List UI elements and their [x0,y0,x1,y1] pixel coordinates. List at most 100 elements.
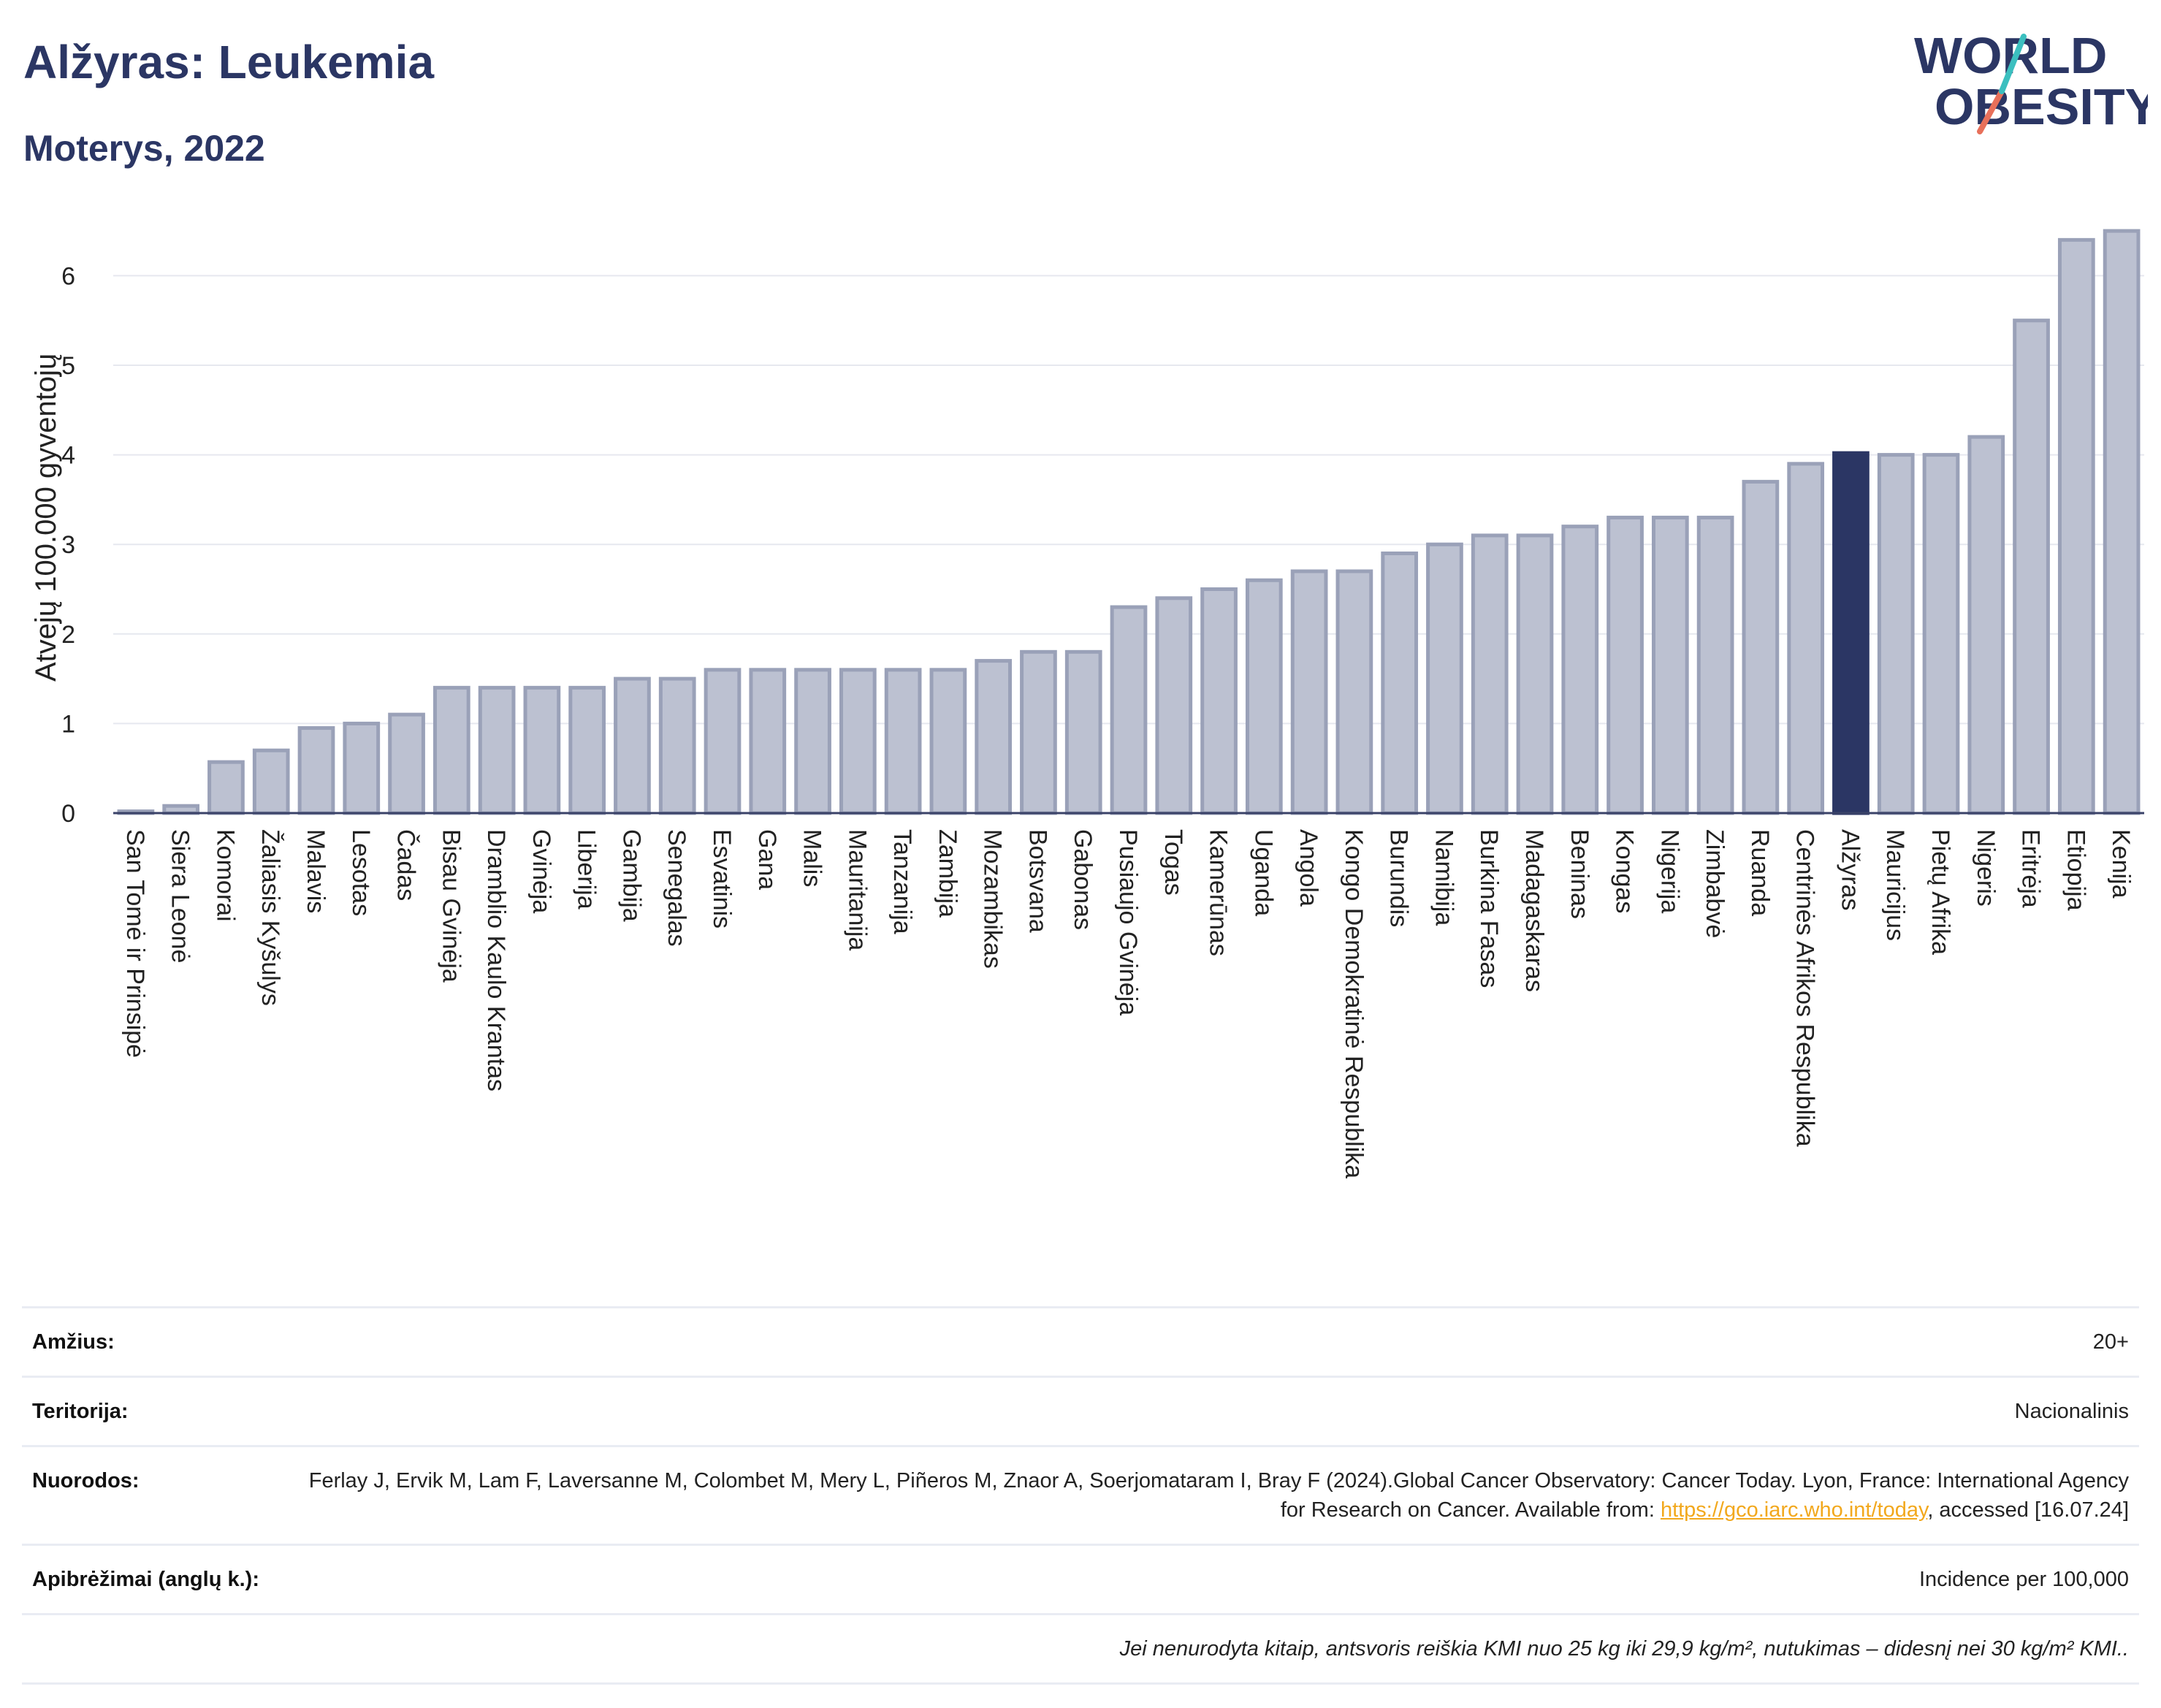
age-label: Amžius: [32,1330,115,1354]
x-tick-label: Siera Leonė [167,829,194,963]
world-obesity-logo: WORLD OBESITY [1914,27,2148,135]
bar [1922,453,1960,815]
bar [1696,515,1734,815]
y-axis-label: Atvejų 100.000 gyventojų [30,354,62,682]
references-text: Ferlay J, Ervik M, Lam F, Laversanne M, … [308,1469,2129,1522]
references-label: Nuorodos: [32,1469,140,1492]
territory-label: Teritorija: [32,1400,129,1423]
x-tick-label: Malavis [302,829,329,913]
x-tick-label: Burkina Fasas [1475,829,1503,988]
bar [975,659,1013,815]
x-tick-label: Liberija [573,829,601,910]
x-tick-label: Kongo Demokratinė Respublika [1340,829,1368,1178]
x-tick-label: Kamerūnas [1205,829,1232,956]
bar [432,685,470,815]
x-tick-label: Pusiaujo Gvinėja [1114,829,1142,1015]
bar [1381,551,1419,815]
x-tick-label: Gana [753,829,781,890]
info-row-definitions: Apibrėžimai (anglų k.): Incidence per 10… [22,1544,2139,1613]
x-tick-label: Beninas [1566,829,1593,919]
bar [478,685,516,815]
x-tick-label: Dramblio Kaulo Krantas [482,829,510,1091]
x-tick-label: Lesotas [347,829,375,916]
x-tick-label: Burundis [1385,829,1413,927]
info-row-references: Nuorodos: Ferlay J, Ervik M, Lam F, Lave… [22,1445,2139,1544]
x-tick-label: Alžyras [1836,829,1864,910]
y-tick-label: 6 [61,262,75,290]
bar [343,721,381,815]
bar [1020,649,1057,815]
bar [839,668,877,815]
bar [1245,578,1283,815]
bar [1155,596,1193,815]
x-tick-label: Kenija [2107,829,2135,899]
definitions-label: Apibrėžimai (anglų k.): [32,1568,259,1591]
age-value: 20+ [2092,1330,2129,1354]
bar [1967,435,2005,815]
x-tick-label: Zimbabvė [1701,829,1729,938]
definitions-value: Incidence per 100,000 [1919,1568,2129,1591]
x-tick-label: Zambija [934,829,961,918]
bar [1877,453,1915,815]
x-tick-label: Bisau Gvinėja [437,829,465,983]
bar [614,676,651,815]
y-tick-label: 3 [61,531,75,559]
bar [1787,462,1825,815]
x-tick-label: Togas [1159,829,1187,896]
x-tick-label: Nigerija [1655,829,1683,913]
bar [1426,542,1463,815]
page-title: Alžyras: Leukemia [23,36,435,88]
bar [1516,533,1554,815]
bar [297,726,335,815]
y-tick-label: 4 [61,442,75,470]
page-subtitle: Moterys, 2022 [23,128,265,169]
x-tick-label: Ruanda [1746,829,1774,916]
x-tick-label: Mozambikas [979,829,1007,969]
x-tick-label: Etiopija [2062,829,2089,911]
x-tick-label: Nigeris [1972,829,2000,907]
x-tick-label: Tanzanija [888,829,916,934]
bar [1110,605,1148,815]
bar [1651,515,1689,815]
info-row-note: Jei nenurodyta kitaip, antsvoris reiškia… [22,1613,2139,1685]
bar-chart: 0 1 2 3 4 5 6 Atvejų 100.000 gyventojų San Tomė … [30,229,2144,1178]
bar [2103,229,2141,815]
x-tick-label: Mauricijus [1881,829,1909,941]
bar [523,685,561,815]
x-tick-label: Gabonas [1069,829,1097,930]
bar [794,668,831,815]
x-tick-label: Uganda [1249,829,1277,916]
x-tick-label: Esvatinis [708,829,736,929]
x-tick-label: Žaliasis Kyšulys [256,829,284,1006]
bar [1471,533,1509,815]
bar [388,712,425,815]
bar [929,668,967,815]
x-tick-label: Botsvana [1024,829,1051,933]
references-link[interactable]: https://gco.iarc.who.int/today [1660,1498,1928,1522]
x-tick-label: Malis [799,829,826,887]
bar [1607,515,1644,815]
info-row-age: Amžius: 20+ [22,1306,2139,1376]
x-tick-label: Angola [1295,829,1322,907]
territory-value: Nacionalinis [2014,1400,2129,1423]
x-tick-label: Mauritanija [843,829,871,950]
bar [1561,525,1599,815]
x-tick-label: Gambija [617,829,645,922]
x-tick-label: Kongas [1611,829,1639,913]
bar [1290,569,1328,815]
y-tick-label: 1 [61,710,75,738]
x-tick-label: Senegalas [663,829,690,947]
bar [1335,569,1373,815]
bar [1064,649,1102,815]
bar [1742,479,1780,815]
y-tick-label: 5 [61,352,75,380]
x-tick-label: Centrinės Afrikos Respublika [1791,829,1819,1147]
x-tick-label: Madagaskaras [1520,829,1548,992]
logo-line2: OBESITY [1935,78,2148,135]
info-row-territory: Teritorija: Nacionalinis [22,1376,2139,1445]
bar [2057,237,2095,815]
bar [704,668,742,815]
bar [1200,587,1238,815]
bar [1832,451,1870,815]
x-tick-label: San Tomė ir Prinsipė [121,829,149,1058]
